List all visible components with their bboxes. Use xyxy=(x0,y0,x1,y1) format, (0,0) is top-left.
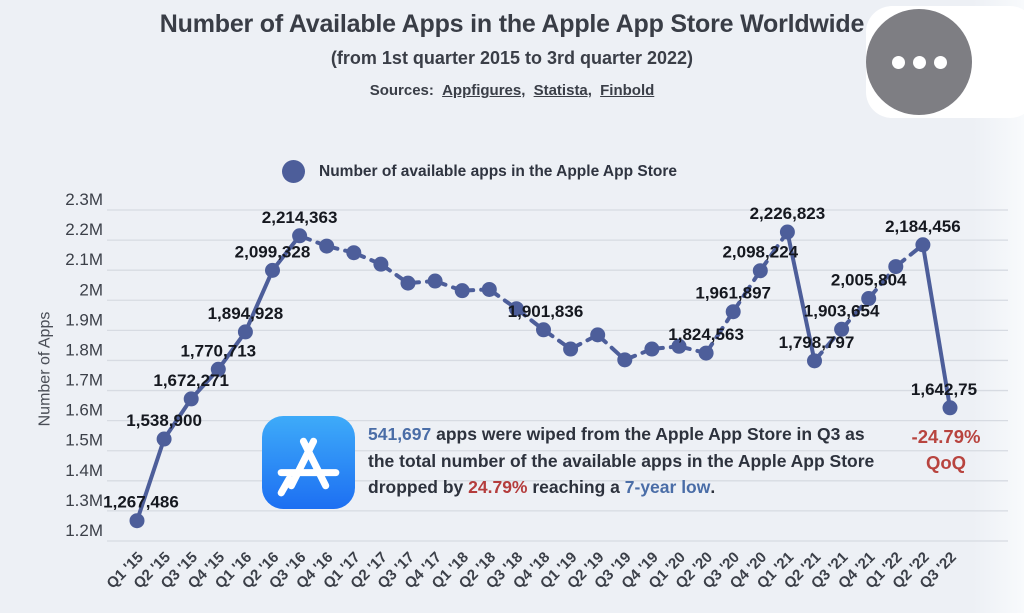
data-point[interactable] xyxy=(644,341,660,357)
data-point[interactable] xyxy=(752,263,768,279)
data-point-label: 2,226,823 xyxy=(750,204,826,223)
data-point[interactable] xyxy=(346,245,362,261)
data-point-label: 2,184,456 xyxy=(885,217,961,236)
data-point[interactable] xyxy=(942,400,958,416)
legend-marker-icon xyxy=(282,160,305,183)
qoq-callout: -24.79% QoQ xyxy=(896,424,996,476)
source-link-statista[interactable]: Statista, xyxy=(533,82,592,99)
ellipsis-icon xyxy=(912,55,926,69)
data-point[interactable] xyxy=(481,281,497,297)
data-point[interactable] xyxy=(888,259,904,275)
line-segment xyxy=(758,230,790,273)
data-point[interactable] xyxy=(265,262,280,278)
data-point-label: 1,672,271 xyxy=(153,371,229,390)
data-point-label: 1,798,797 xyxy=(779,333,855,352)
legend-label: Number of available apps in the Apple Ap… xyxy=(319,162,677,180)
line-segment xyxy=(785,230,817,363)
chart-header: Number of Available Apps in the Apple Ap… xyxy=(0,0,1024,99)
sources-line: Sources: Appfigures, Statista, Finbold xyxy=(0,82,1024,99)
data-point[interactable] xyxy=(563,341,579,357)
annotation-apps-count: 541,697 xyxy=(368,424,432,444)
annotation-body-2: reaching a xyxy=(527,477,625,497)
annotation-period: . xyxy=(710,477,716,497)
data-point[interactable] xyxy=(834,321,850,337)
line-segment xyxy=(135,437,167,523)
qoq-percentage: -24.79% xyxy=(911,426,981,447)
data-point[interactable] xyxy=(129,513,145,529)
data-point[interactable] xyxy=(183,391,199,407)
annotation-text: 541,697 apps were wiped from the Apple A… xyxy=(368,421,882,501)
data-point-label: 1,961,897 xyxy=(695,284,771,303)
legend: Number of available apps in the Apple Ap… xyxy=(282,160,677,183)
qoq-label: QoQ xyxy=(925,452,967,473)
data-point[interactable] xyxy=(210,361,226,377)
source-link-finbold[interactable]: Finbold xyxy=(600,82,655,99)
line-segment xyxy=(920,242,952,410)
sources-label: Sources: xyxy=(369,82,434,99)
y-tick-label: 1.3M xyxy=(65,491,103,510)
data-point-label: 1,770,713 xyxy=(180,341,256,360)
data-point-label: 1,267,486 xyxy=(103,493,179,512)
data-point-label: 1,538,900 xyxy=(126,411,202,430)
y-tick-label: 1.2M xyxy=(65,521,103,540)
app-store-icon xyxy=(262,416,355,509)
line-segment xyxy=(731,268,763,314)
y-tick-label: 2M xyxy=(79,280,103,299)
y-tick-label: 1.6M xyxy=(65,401,103,420)
source-link-appfigures[interactable]: Appfigures, xyxy=(442,82,526,99)
data-point[interactable] xyxy=(779,224,795,240)
page-title: Number of Available Apps in the Apple Ap… xyxy=(159,10,865,38)
data-point[interactable] xyxy=(292,228,308,244)
data-point-label: 1,642,75 xyxy=(911,380,977,399)
line-segment xyxy=(216,329,248,372)
y-tick-label: 1.5M xyxy=(65,431,103,450)
chart-subtitle: (from 1st quarter 2015 to 3rd quarter 20… xyxy=(330,48,694,68)
data-point-label: 1,894,928 xyxy=(208,304,284,323)
y-tick-label: 1.7M xyxy=(65,371,103,390)
line-segment xyxy=(162,396,194,442)
data-point[interactable] xyxy=(617,352,633,368)
data-point[interactable] xyxy=(807,353,822,369)
data-point[interactable] xyxy=(237,324,253,340)
data-point[interactable] xyxy=(427,273,443,289)
data-point[interactable] xyxy=(861,291,877,307)
ellipsis-icon xyxy=(933,55,947,69)
data-point[interactable] xyxy=(725,304,741,320)
y-tick-label: 1.4M xyxy=(65,461,103,480)
data-point-label: 1,901,836 xyxy=(508,302,584,321)
data-point[interactable] xyxy=(400,275,416,291)
line-segment xyxy=(704,309,736,356)
ellipsis-icon xyxy=(891,55,905,69)
data-point-label: 2,214,363 xyxy=(262,208,338,227)
data-point[interactable] xyxy=(915,237,931,253)
data-point-label: 2,099,328 xyxy=(235,242,311,261)
data-point-label: 1,903,654 xyxy=(804,301,880,320)
line-segment xyxy=(243,268,275,334)
data-point[interactable] xyxy=(698,345,714,361)
data-point[interactable] xyxy=(156,431,172,447)
y-tick-label: 1.8M xyxy=(65,340,103,359)
data-point[interactable] xyxy=(536,322,551,338)
data-point-label: 2,005,804 xyxy=(831,271,907,290)
data-point-label: 1,824,563 xyxy=(668,325,744,344)
y-axis-title: Number of Apps xyxy=(36,311,54,427)
annotation-low: 7-year low xyxy=(624,477,711,497)
more-options-button[interactable] xyxy=(866,9,972,115)
data-point[interactable] xyxy=(590,327,606,343)
data-point[interactable] xyxy=(508,301,524,317)
y-tick-label: 2.2M xyxy=(65,220,103,239)
data-point[interactable] xyxy=(373,256,389,272)
y-tick-label: 2.1M xyxy=(65,250,103,269)
y-tick-label: 1.9M xyxy=(65,310,103,329)
annotation-pct: 24.79% xyxy=(468,477,528,497)
annotation-body: apps were wiped from the Apple App Store… xyxy=(368,424,875,497)
data-point[interactable] xyxy=(671,338,687,354)
data-point[interactable] xyxy=(454,283,470,299)
data-point-label: 2,098,224 xyxy=(722,243,798,262)
data-point[interactable] xyxy=(319,238,335,254)
y-tick-label: 2.3M xyxy=(65,190,103,209)
